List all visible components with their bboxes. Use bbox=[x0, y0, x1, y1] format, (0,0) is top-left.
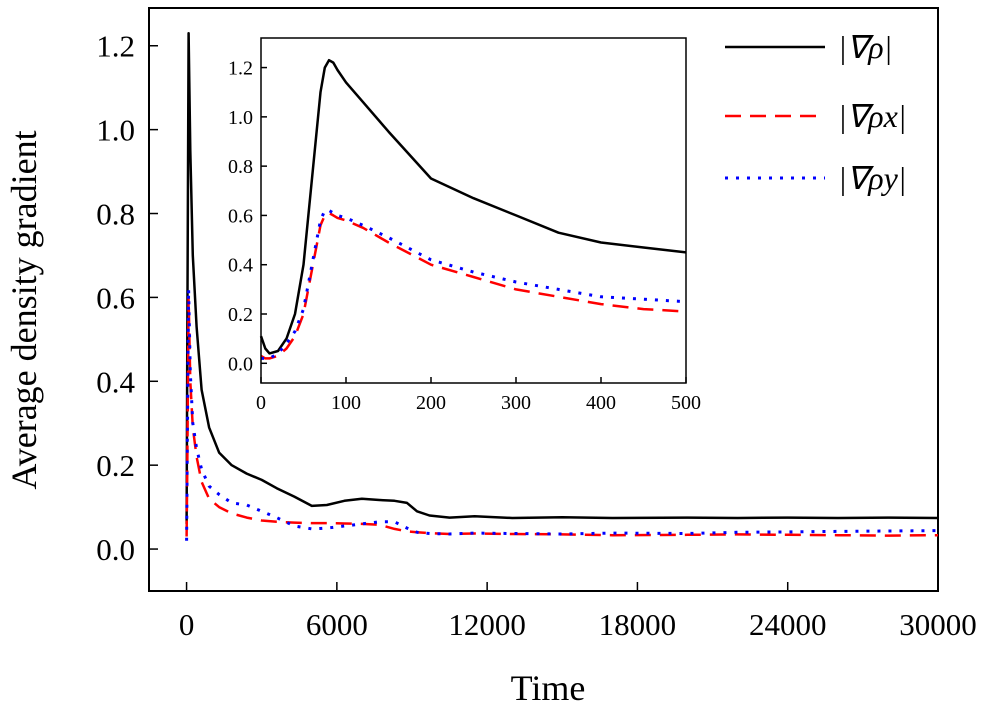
main-y-tick-label: 0.6 bbox=[96, 280, 135, 315]
inset-y-tick-label: 1.0 bbox=[228, 107, 253, 129]
main-y-tick-label: 0.0 bbox=[96, 532, 135, 567]
main-x-tick-label: 6000 bbox=[306, 607, 368, 642]
legend-entry-grad-rho-x: |∇ρx| bbox=[725, 98, 907, 134]
main-x-tick-label: 30000 bbox=[899, 607, 977, 642]
inset-y-tick-label: 0.8 bbox=[228, 156, 253, 178]
main-series-line-grad-rho-y bbox=[185, 287, 939, 541]
inset-y-tick-label: 1.2 bbox=[228, 58, 253, 80]
main-x-tick-label: 18000 bbox=[599, 607, 677, 642]
inset-plot-background bbox=[261, 38, 686, 383]
inset-y-tick-label: 0.6 bbox=[228, 205, 253, 227]
inset-y-tick-label: 0.0 bbox=[228, 353, 253, 375]
inset-y-tick-label: 0.2 bbox=[228, 304, 253, 326]
y-axis-title: Average density gradient bbox=[4, 130, 44, 489]
main-y-tick-label: 1.2 bbox=[96, 29, 135, 64]
main-y-tick-label: 1.0 bbox=[96, 113, 135, 148]
inset-series-line-grad-rho bbox=[259, 58, 687, 355]
inset-lines bbox=[259, 58, 687, 360]
main-x-tick-label: 0 bbox=[179, 607, 195, 642]
inset-x-tick-label: 500 bbox=[671, 392, 701, 414]
legend-label-grad-rho: |∇ρ| bbox=[838, 29, 892, 65]
main-y-tick-label: 0.2 bbox=[96, 448, 135, 483]
inset-plot-frame bbox=[260, 37, 687, 384]
main-series-line-grad-rho bbox=[185, 31, 939, 524]
inset-series-line-grad-rho-x bbox=[260, 211, 687, 360]
main-x-tick-label: 12000 bbox=[448, 607, 526, 642]
inset-y-tick-label: 0.4 bbox=[228, 255, 253, 277]
inset-x-tick-label: 400 bbox=[586, 392, 616, 414]
inset-x-tick-label: 300 bbox=[501, 392, 531, 414]
inset-x-tick-label: 0 bbox=[256, 392, 266, 414]
legend-label-grad-rho-x: |∇ρx| bbox=[838, 98, 907, 134]
main-plot-frame bbox=[148, 7, 939, 592]
main-lines bbox=[185, 31, 939, 541]
inset-x-tick-label: 100 bbox=[331, 392, 361, 414]
legend: |∇ρ| |∇ρx| |∇ρy| bbox=[725, 29, 907, 196]
legend-label-grad-rho-y: |∇ρy| bbox=[838, 160, 907, 196]
main-y-tick-label: 0.4 bbox=[96, 364, 135, 399]
inset-x-tick-label: 200 bbox=[416, 392, 446, 414]
main-y-tick-label: 0.8 bbox=[96, 197, 135, 232]
inset-ticks: 0 100 200 300 400 500 0.0 0.2 0.4 0.6 0.8 1.0 1.2 bbox=[228, 58, 701, 414]
main-x-tick-label: 24000 bbox=[749, 607, 827, 642]
legend-entry-grad-rho-y: |∇ρy| bbox=[725, 160, 907, 196]
main-ticks: 0 6000 12000 18000 24000 30000 0.0 0.2 0.4 0.6 0.8… bbox=[96, 29, 977, 642]
x-axis-title: Time bbox=[511, 668, 586, 705]
legend-entry-grad-rho: |∇ρ| bbox=[725, 29, 892, 65]
main-series-line-grad-rho-x bbox=[185, 296, 939, 537]
